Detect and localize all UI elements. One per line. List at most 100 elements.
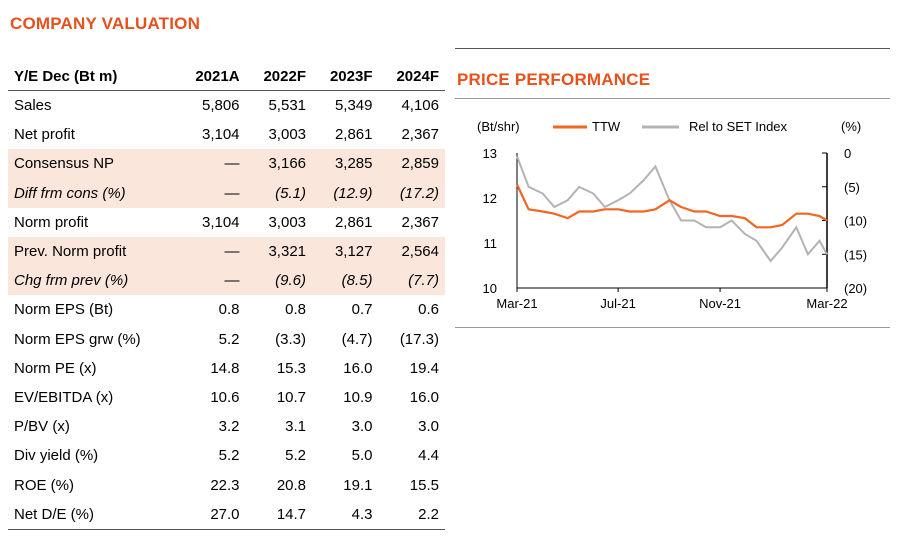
table-row: Norm profit 3,104 3,003 2,861 2,367 <box>8 208 445 237</box>
row-value: 10.9 <box>343 388 373 406</box>
x-tick-label: Mar-21 <box>496 296 537 311</box>
row-value: — <box>177 178 246 208</box>
y-right-tick-label: (15) <box>844 247 867 262</box>
table-row: Net profit 3,104 3,003 2,861 2,367 <box>8 120 445 149</box>
table-row: Chg frm prev (%) — (9.6) (8.5) (7.7) <box>8 266 445 296</box>
row-value: 2,861 <box>334 126 373 144</box>
row-value: 2,861 <box>334 213 373 231</box>
table-row: Consensus NP —3,166 3,285 2,859 <box>8 149 445 179</box>
valuation-body: Sales 5,806 5,531 5,349 4,106 Net profit 3,104… <box>8 91 445 530</box>
table-row: Sales 5,806 5,531 5,349 4,106 <box>8 91 445 121</box>
row-value: 4,106 <box>401 97 439 115</box>
table-row: EV/EBITDA (x) 10.6 10.7 10.9 16.0 <box>8 383 445 412</box>
table-row: Norm PE (x) 14.8 15.3 16.0 19.4 <box>8 354 445 383</box>
row-value: — <box>177 266 246 296</box>
row-value: 3,127 <box>312 236 379 267</box>
x-tick-label: Jul-21 <box>600 296 635 311</box>
y-left-tick-label: 12 <box>483 191 497 206</box>
row-value: 5,806 <box>201 97 240 115</box>
row-value: 14.8 <box>210 359 240 377</box>
price-performance-title: PRICE PERFORMANCE <box>457 70 651 89</box>
row-label: Norm PE (x) <box>14 359 97 377</box>
row-value: 10.7 <box>276 388 307 406</box>
row-value: 15.5 <box>409 476 439 494</box>
valuation-header-row: Y/E Dec (Bt m) 2021A 2022F 2023F 2024F <box>8 62 445 91</box>
row-value: 3,003 <box>268 126 307 144</box>
table-row: Norm EPS (Bt) 0.8 0.8 0.7 0.6 <box>8 295 445 324</box>
left-axis-label: (Bt/shr) <box>477 119 520 134</box>
row-value: 3.1 <box>285 418 307 436</box>
row-label: Div yield (%) <box>14 447 99 465</box>
table-row: Norm EPS grw (%) 5.2 (3.3) (4.7) (17.3) <box>8 325 445 354</box>
chart-bottom-divider <box>455 327 890 328</box>
row-value: 14.7 <box>276 505 307 523</box>
table-row: ROE (%) 22.3 20.8 19.1 15.5 <box>8 470 445 499</box>
row-value: 2,564 <box>378 236 445 267</box>
row-value: 0.8 <box>218 301 240 319</box>
row-label: Net profit <box>14 126 75 144</box>
y-right-tick-label: 0 <box>844 146 851 161</box>
y-left-tick-label: 13 <box>483 146 497 161</box>
row-value: 3.0 <box>351 418 373 436</box>
row-value: 2.2 <box>418 505 439 523</box>
row-value: 0.7 <box>351 301 373 319</box>
row-value: 3,285 <box>312 149 379 179</box>
row-value: 5,531 <box>268 97 307 115</box>
row-value: 4.4 <box>418 447 439 465</box>
row-value: 3,321 <box>245 236 313 267</box>
row-value: (12.9) <box>312 178 379 208</box>
chart-svg: 13 12 11 10 0 (5) (10) (15) (20) Mar-21 Jul-21 Nov-… <box>477 119 867 311</box>
row-value: (3.3) <box>275 330 307 348</box>
row-value: 16.0 <box>409 388 439 406</box>
table-row: Prev. Norm profit —3,321 3,127 2,564 <box>8 236 445 267</box>
right-axis-label: (%) <box>841 119 861 134</box>
row-label: Norm EPS (Bt) <box>14 301 114 319</box>
row-value: 3,003 <box>268 213 307 231</box>
row-value: 3,104 <box>201 126 240 144</box>
table-row: P/BV (x) 3.2 3.1 3.0 3.0 <box>8 412 445 441</box>
row-value: 19.1 <box>343 476 373 494</box>
rel-set-index-line <box>516 156 828 263</box>
ttw-price-line <box>516 184 828 229</box>
header-2021a: 2021A <box>195 67 240 85</box>
row-value: 10.6 <box>210 388 240 406</box>
row-label: Chg frm prev (%) <box>8 266 178 296</box>
y-right-tick-label: (10) <box>844 214 867 229</box>
header-2024f: 2024F <box>396 67 439 85</box>
row-value: 3,104 <box>201 213 240 231</box>
legend-ttw-label: TTW <box>592 119 621 134</box>
title-divider <box>455 48 890 49</box>
row-value: 0.6 <box>418 301 439 319</box>
row-value: (5.1) <box>245 178 313 208</box>
row-value: 19.4 <box>409 359 439 377</box>
table-row: Div yield (%) 5.2 5.2 5.0 4.4 <box>8 441 445 470</box>
header-label: Y/E Dec (Bt m) <box>14 67 118 85</box>
valuation-table: Y/E Dec (Bt m) 2021A 2022F 2023F 2024F S… <box>8 62 445 530</box>
row-value: 15.3 <box>276 359 307 377</box>
row-value: 5.0 <box>351 447 373 465</box>
row-value: (8.5) <box>312 266 379 296</box>
row-label: Norm profit <box>14 213 89 231</box>
row-label: Prev. Norm profit <box>8 236 178 267</box>
company-valuation-title: COMPANY VALUATION <box>10 14 201 33</box>
row-value: — <box>177 149 246 179</box>
table-row: Net D/E (%) 27.0 14.7 4.3 2.2 <box>8 500 445 530</box>
row-value: 3,166 <box>245 149 313 179</box>
row-label: ROE (%) <box>14 476 74 494</box>
y-left-tick-label: 10 <box>483 281 497 296</box>
y-right-tick-label: (5) <box>844 180 860 195</box>
row-label: Diff frm cons (%) <box>8 178 178 208</box>
row-value: (4.7) <box>341 330 373 348</box>
perf-divider <box>455 98 890 99</box>
row-value: 2,367 <box>401 213 439 231</box>
row-value: 4.3 <box>351 505 373 523</box>
row-value: (17.3) <box>399 330 439 348</box>
header-2023f: 2023F <box>329 67 373 85</box>
row-value: 3.0 <box>418 418 439 436</box>
row-value: — <box>177 236 246 267</box>
row-value: 5.2 <box>285 447 307 465</box>
row-label: Net D/E (%) <box>14 505 95 523</box>
row-label: EV/EBITDA (x) <box>14 388 114 406</box>
row-value: 20.8 <box>276 476 307 494</box>
row-value: 22.3 <box>210 476 240 494</box>
